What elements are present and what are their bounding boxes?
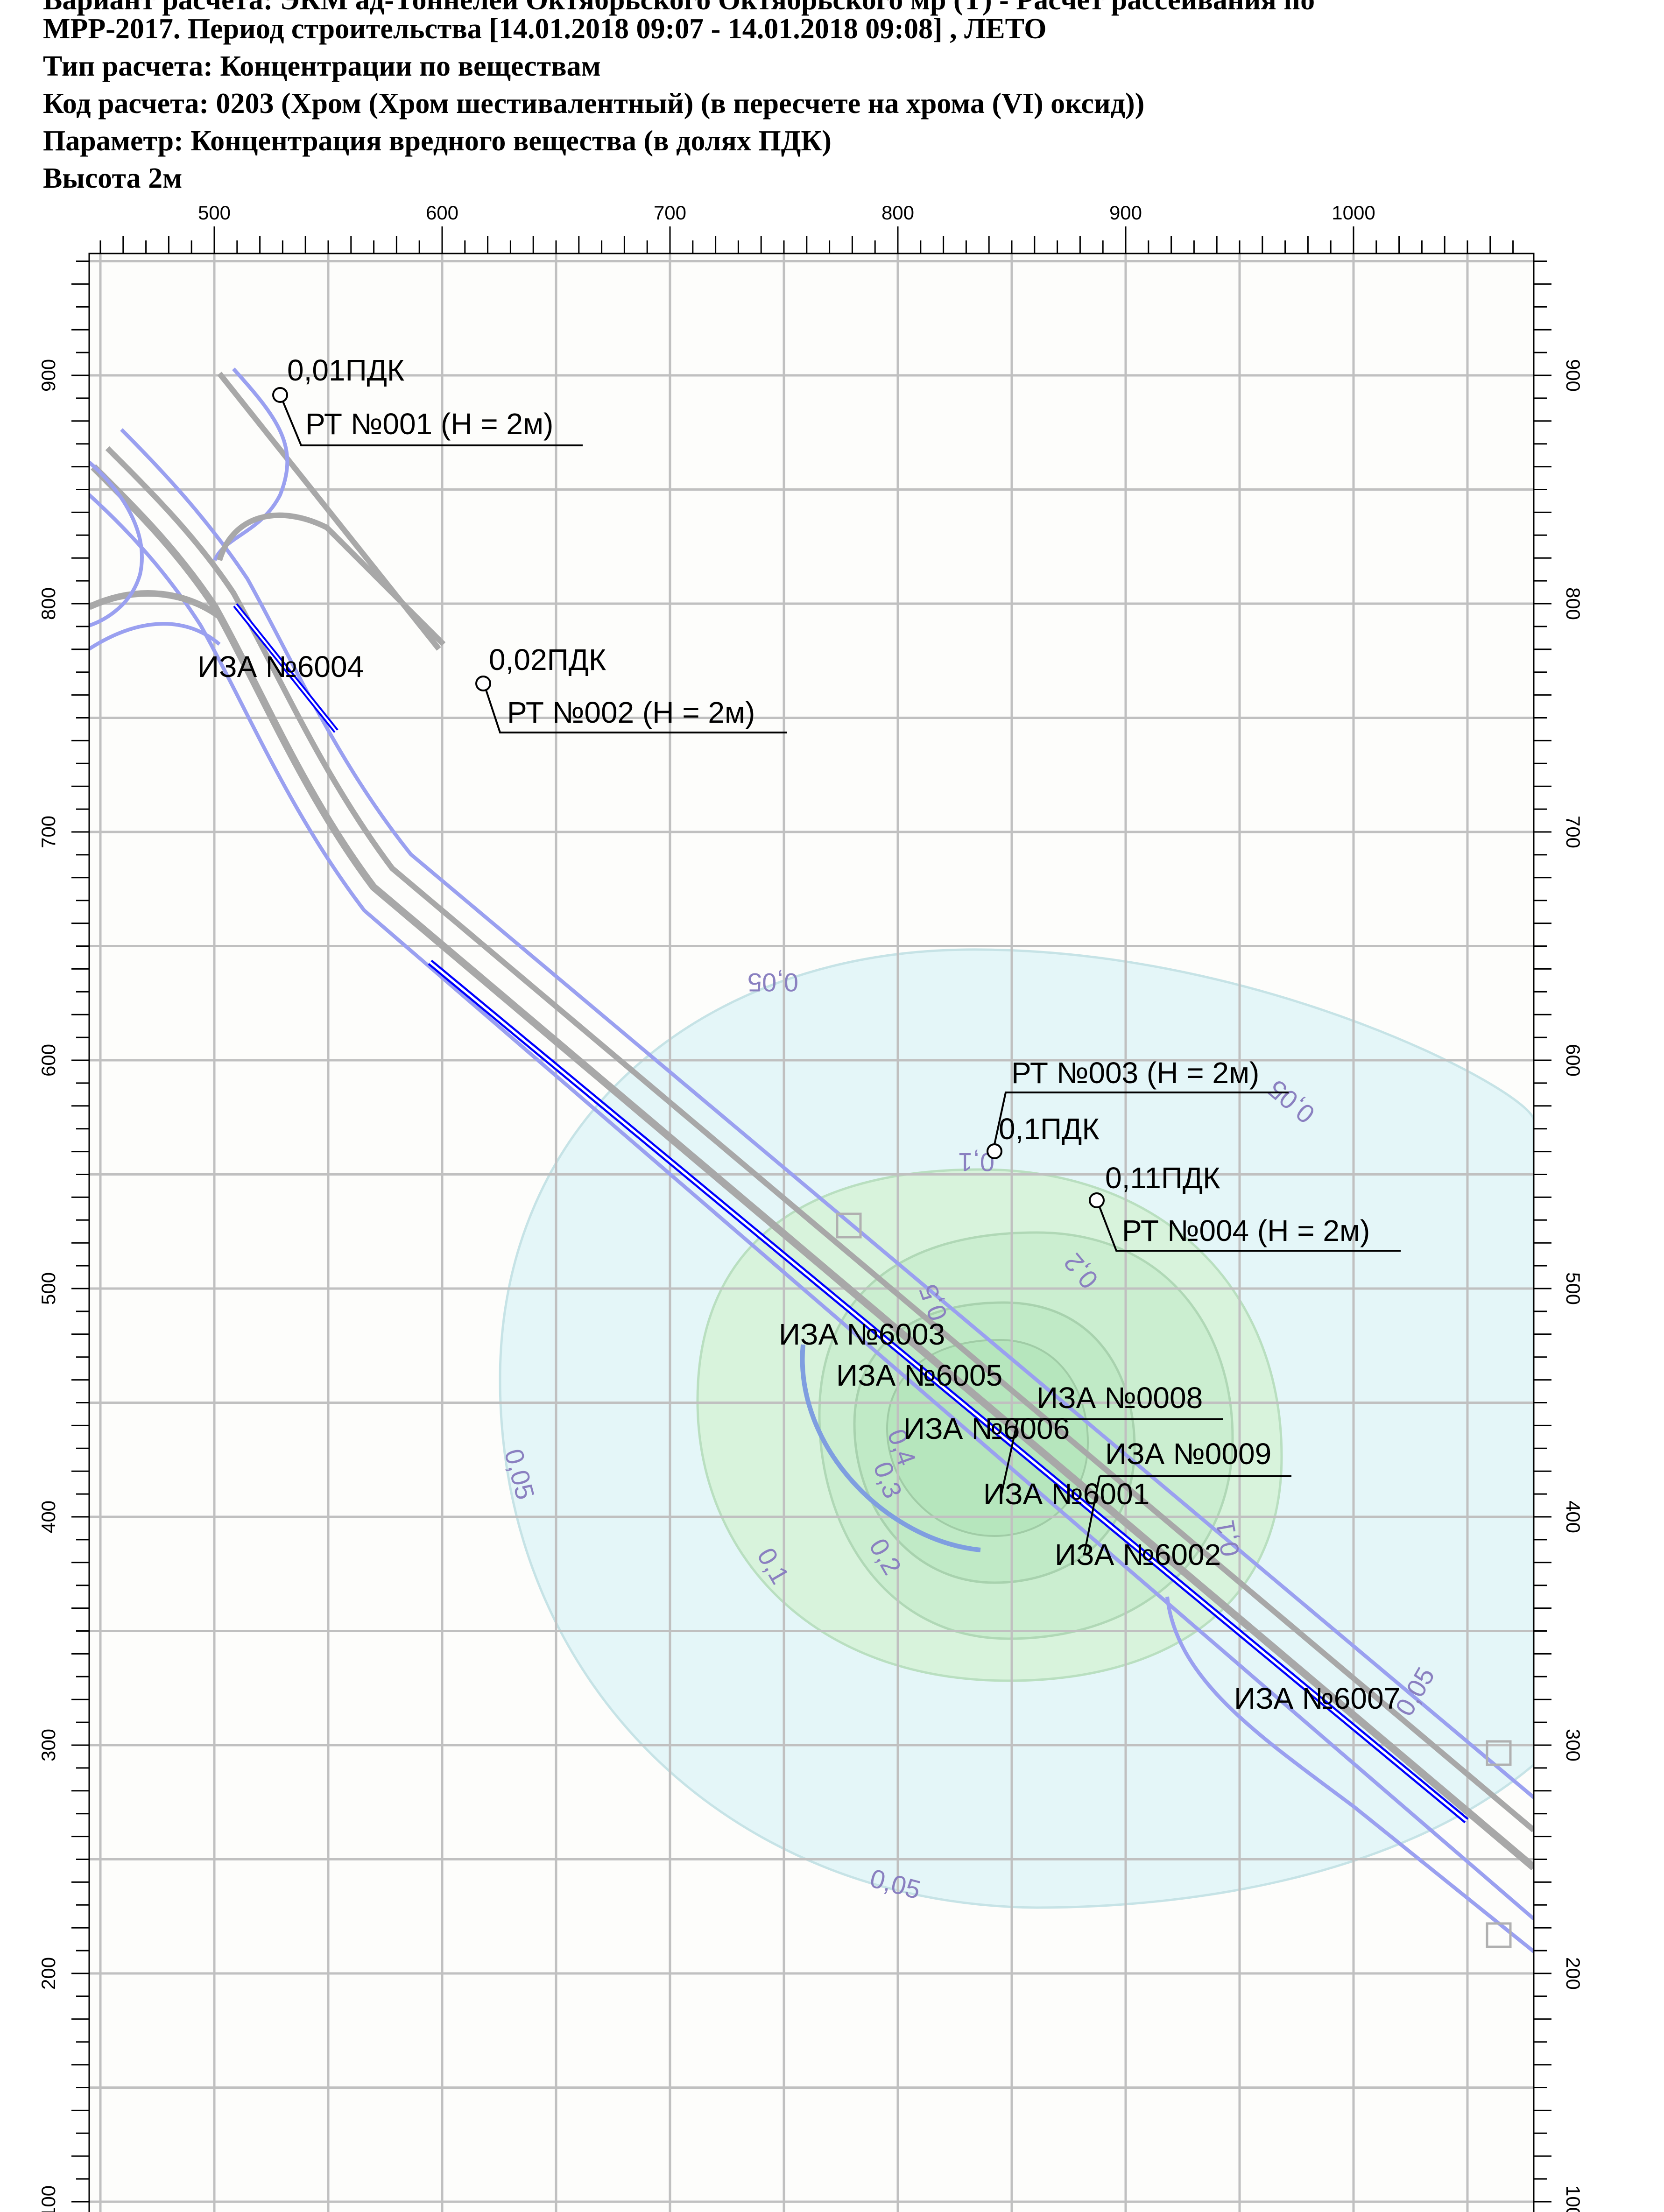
- receptor-point-001[interactable]: [272, 387, 583, 446]
- contour-zone-0.4: [886, 1338, 1089, 1537]
- source-label-6002[interactable]: ИЗА №6002: [1055, 1538, 1221, 1571]
- source-labels: ИЗА №6004 ИЗА №6003 ИЗА №6005 ИЗА №0008 …: [197, 650, 1400, 1715]
- header-line-0: Вариант расчета: ЭКМ ад-Тоннелей Октябрь…: [43, 0, 1315, 16]
- receptor-point-002[interactable]: [475, 676, 787, 733]
- road: [89, 367, 1534, 1953]
- source-label-0009[interactable]: ИЗА №0009: [1105, 1437, 1271, 1471]
- building-markers: [836, 1212, 1512, 1948]
- y-tick-label-right: 200: [1562, 1957, 1584, 1990]
- receptor-value: 0,11ПДК: [1105, 1161, 1220, 1195]
- header-calc-type: Тип расчета: Концентрации по веществам: [43, 50, 601, 82]
- x-tick-label: 900: [1109, 202, 1142, 224]
- map-border: [88, 253, 1535, 2212]
- source-label-6005[interactable]: ИЗА №6005: [836, 1359, 1002, 1392]
- y-tick-label-right: 300: [1562, 1729, 1584, 1761]
- source-label-0008[interactable]: ИЗА №0008: [1036, 1381, 1203, 1415]
- y-tick-label-right: 700: [1562, 816, 1584, 848]
- header-parameter: Параметр: Концентрация вредного вещества…: [43, 125, 832, 157]
- source-label-6006[interactable]: ИЗА №6006: [903, 1412, 1070, 1445]
- y-tick-label-right: 900: [1562, 359, 1584, 392]
- x-tick-label: 600: [426, 202, 458, 224]
- axis-ticks: [71, 226, 1551, 2203]
- y-tick-label-left: 800: [37, 587, 59, 620]
- source-label-6004[interactable]: ИЗА №6004: [197, 650, 364, 683]
- header-height: Высота 2м: [43, 162, 183, 194]
- grid-lines: [89, 254, 1534, 2212]
- source-leader-0008: [990, 1418, 1223, 1494]
- source-label-6007[interactable]: ИЗА №6007: [1234, 1682, 1400, 1715]
- x-tick-label: 1000: [1332, 202, 1375, 224]
- contour-label: 0,1: [1210, 1518, 1245, 1559]
- receptor-label: РТ №001 (Н = 2м): [305, 407, 553, 441]
- receptor-value: 0,01ПДК: [287, 353, 404, 387]
- y-tick-label-left: 600: [37, 1044, 59, 1077]
- receptor-point-004[interactable]: [1089, 1192, 1401, 1252]
- y-tick-label-left: 300: [37, 1729, 59, 1761]
- source-lines: [233, 603, 1469, 1824]
- x-tick-label: 500: [198, 202, 231, 224]
- source-label-6003[interactable]: ИЗА №6003: [779, 1317, 945, 1351]
- receptor-value: 0,1ПДК: [999, 1112, 1100, 1146]
- y-tick-label-right: 400: [1562, 1500, 1584, 1533]
- receptor-value: 0,02ПДК: [489, 643, 606, 676]
- y-tick-label-right: 800: [1562, 587, 1584, 620]
- source-label-6001[interactable]: ИЗА №6001: [983, 1477, 1149, 1511]
- header-calc-code: Код расчета: 0203 (Хром (Хром шестивален…: [43, 88, 1145, 120]
- y-tick-label-left: 700: [37, 816, 59, 848]
- x-tick-label: 800: [881, 202, 914, 224]
- y-tick-label-left: 200: [37, 1957, 59, 1990]
- receptor-label: РТ №003 (Н = 2м): [1011, 1056, 1259, 1090]
- y-axis-labels: 900 900 800 800 700 700 600 600 500 500 400 400 300 3…: [37, 359, 1584, 2212]
- header-line-1: МРР-2017. Период строительства [14.01.20…: [43, 13, 1047, 45]
- receptor-label: РТ №004 (Н = 2м): [1122, 1214, 1370, 1247]
- x-tick-label: 700: [654, 202, 686, 224]
- y-tick-label-right: 100: [1562, 2185, 1584, 2212]
- y-tick-label-left: 400: [37, 1500, 59, 1533]
- source-leader-0009: [1083, 1475, 1291, 1555]
- y-tick-label-left: 100: [37, 2185, 59, 2212]
- y-tick-label-left: 900: [37, 359, 59, 392]
- contour-label: 0,05: [747, 968, 798, 997]
- receptor-point-003[interactable]: [987, 1092, 1289, 1159]
- x-axis-labels: 500 600 700 800 900 1000: [198, 202, 1375, 224]
- y-tick-label-right: 500: [1562, 1272, 1584, 1305]
- y-tick-label-left: 500: [37, 1272, 59, 1305]
- receptor-label: РТ №002 (Н = 2м): [507, 696, 755, 729]
- y-tick-label-right: 600: [1562, 1044, 1584, 1077]
